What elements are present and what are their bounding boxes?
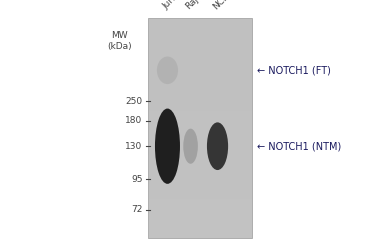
Bar — [148, 34, 252, 40]
Bar — [148, 72, 252, 78]
Bar — [148, 128, 252, 133]
Bar — [148, 62, 252, 67]
Bar — [148, 210, 252, 216]
Bar — [148, 172, 252, 177]
Text: ← NOTCH1 (NTM): ← NOTCH1 (NTM) — [257, 141, 341, 151]
Ellipse shape — [183, 129, 198, 164]
Bar — [148, 45, 252, 51]
Bar — [148, 18, 252, 23]
Bar — [148, 23, 252, 28]
Bar — [148, 116, 252, 122]
Bar — [148, 221, 252, 226]
Bar — [148, 78, 252, 84]
Bar — [148, 204, 252, 210]
Bar — [148, 216, 252, 221]
Bar — [148, 155, 252, 160]
Text: 130: 130 — [125, 142, 142, 151]
Text: Jurkat: Jurkat — [161, 0, 186, 11]
Bar — [148, 28, 252, 34]
Ellipse shape — [157, 56, 178, 84]
Bar — [148, 177, 252, 182]
Bar — [148, 67, 252, 72]
Bar — [148, 84, 252, 89]
Bar — [148, 194, 252, 199]
Text: 95: 95 — [131, 175, 142, 184]
Bar — [148, 166, 252, 172]
Bar — [148, 226, 252, 232]
Bar — [148, 122, 252, 128]
Bar — [148, 40, 252, 45]
Bar — [148, 56, 252, 62]
Bar — [148, 100, 252, 105]
Bar — [148, 18, 252, 237]
Text: NCI-H929: NCI-H929 — [211, 0, 248, 11]
Bar — [148, 232, 252, 237]
Bar — [148, 94, 252, 100]
Bar — [148, 89, 252, 94]
Text: 72: 72 — [131, 206, 142, 214]
Text: Raji: Raji — [184, 0, 203, 11]
Bar — [148, 188, 252, 194]
Text: ← NOTCH1 (FT): ← NOTCH1 (FT) — [257, 65, 331, 75]
Bar — [148, 150, 252, 155]
Bar — [148, 182, 252, 188]
Text: MW
(kDa): MW (kDa) — [107, 31, 132, 51]
Bar — [148, 50, 252, 56]
Bar — [148, 138, 252, 144]
Bar — [148, 133, 252, 138]
Bar — [148, 144, 252, 150]
Bar — [148, 160, 252, 166]
Text: 180: 180 — [125, 116, 142, 126]
Ellipse shape — [207, 122, 228, 170]
Ellipse shape — [155, 108, 180, 184]
Bar — [148, 199, 252, 204]
Text: 250: 250 — [126, 96, 142, 106]
Bar — [148, 111, 252, 116]
Bar — [148, 106, 252, 111]
